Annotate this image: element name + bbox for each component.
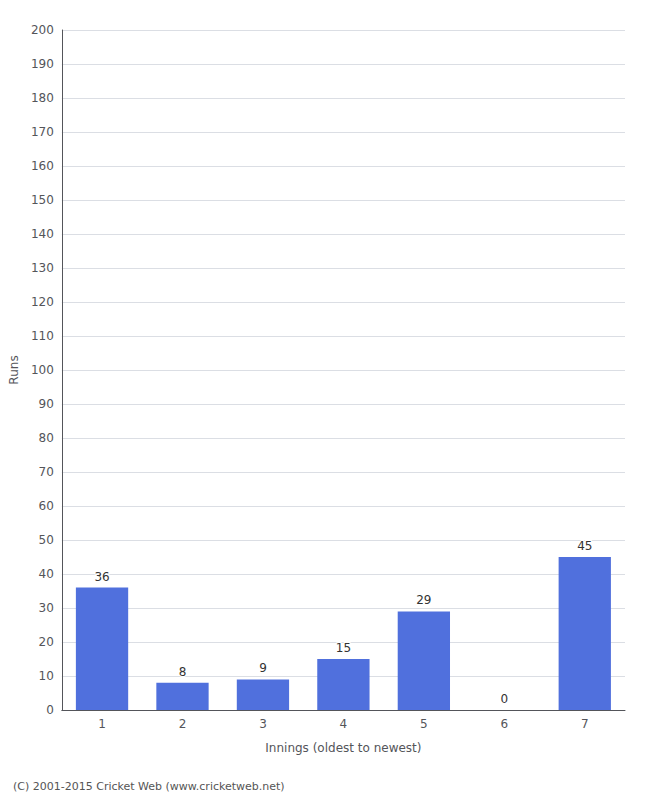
svg-text:200: 200	[31, 23, 54, 37]
svg-text:90: 90	[39, 397, 54, 411]
svg-text:Runs: Runs	[7, 355, 21, 384]
svg-text:5: 5	[420, 717, 428, 731]
svg-text:15: 15	[336, 641, 351, 655]
svg-text:6: 6	[500, 717, 508, 731]
svg-text:100: 100	[31, 363, 54, 377]
svg-text:110: 110	[31, 329, 54, 343]
svg-text:50: 50	[39, 533, 54, 547]
svg-text:60: 60	[39, 499, 54, 513]
svg-text:40: 40	[39, 567, 54, 581]
svg-text:0: 0	[46, 703, 54, 717]
svg-text:45: 45	[577, 539, 592, 553]
svg-text:140: 140	[31, 227, 54, 241]
svg-text:80: 80	[39, 431, 54, 445]
svg-text:120: 120	[31, 295, 54, 309]
svg-text:9: 9	[259, 661, 267, 675]
svg-text:29: 29	[416, 593, 431, 607]
svg-text:70: 70	[39, 465, 54, 479]
svg-text:3: 3	[259, 717, 267, 731]
svg-text:160: 160	[31, 159, 54, 173]
svg-text:4: 4	[340, 717, 348, 731]
svg-text:1: 1	[98, 717, 106, 731]
svg-text:180: 180	[31, 91, 54, 105]
svg-text:20: 20	[39, 635, 54, 649]
svg-text:8: 8	[179, 665, 187, 679]
svg-text:170: 170	[31, 125, 54, 139]
svg-text:(C) 2001-2015 Cricket Web (www: (C) 2001-2015 Cricket Web (www.cricketwe…	[13, 780, 285, 793]
svg-text:Innings (oldest to newest): Innings (oldest to newest)	[265, 741, 421, 755]
svg-text:30: 30	[39, 601, 54, 615]
svg-text:0: 0	[500, 692, 508, 706]
svg-text:7: 7	[581, 717, 589, 731]
svg-text:36: 36	[94, 570, 109, 584]
svg-text:10: 10	[39, 669, 54, 683]
svg-text:190: 190	[31, 57, 54, 71]
svg-text:2: 2	[179, 717, 187, 731]
svg-text:130: 130	[31, 261, 54, 275]
svg-text:150: 150	[31, 193, 54, 207]
